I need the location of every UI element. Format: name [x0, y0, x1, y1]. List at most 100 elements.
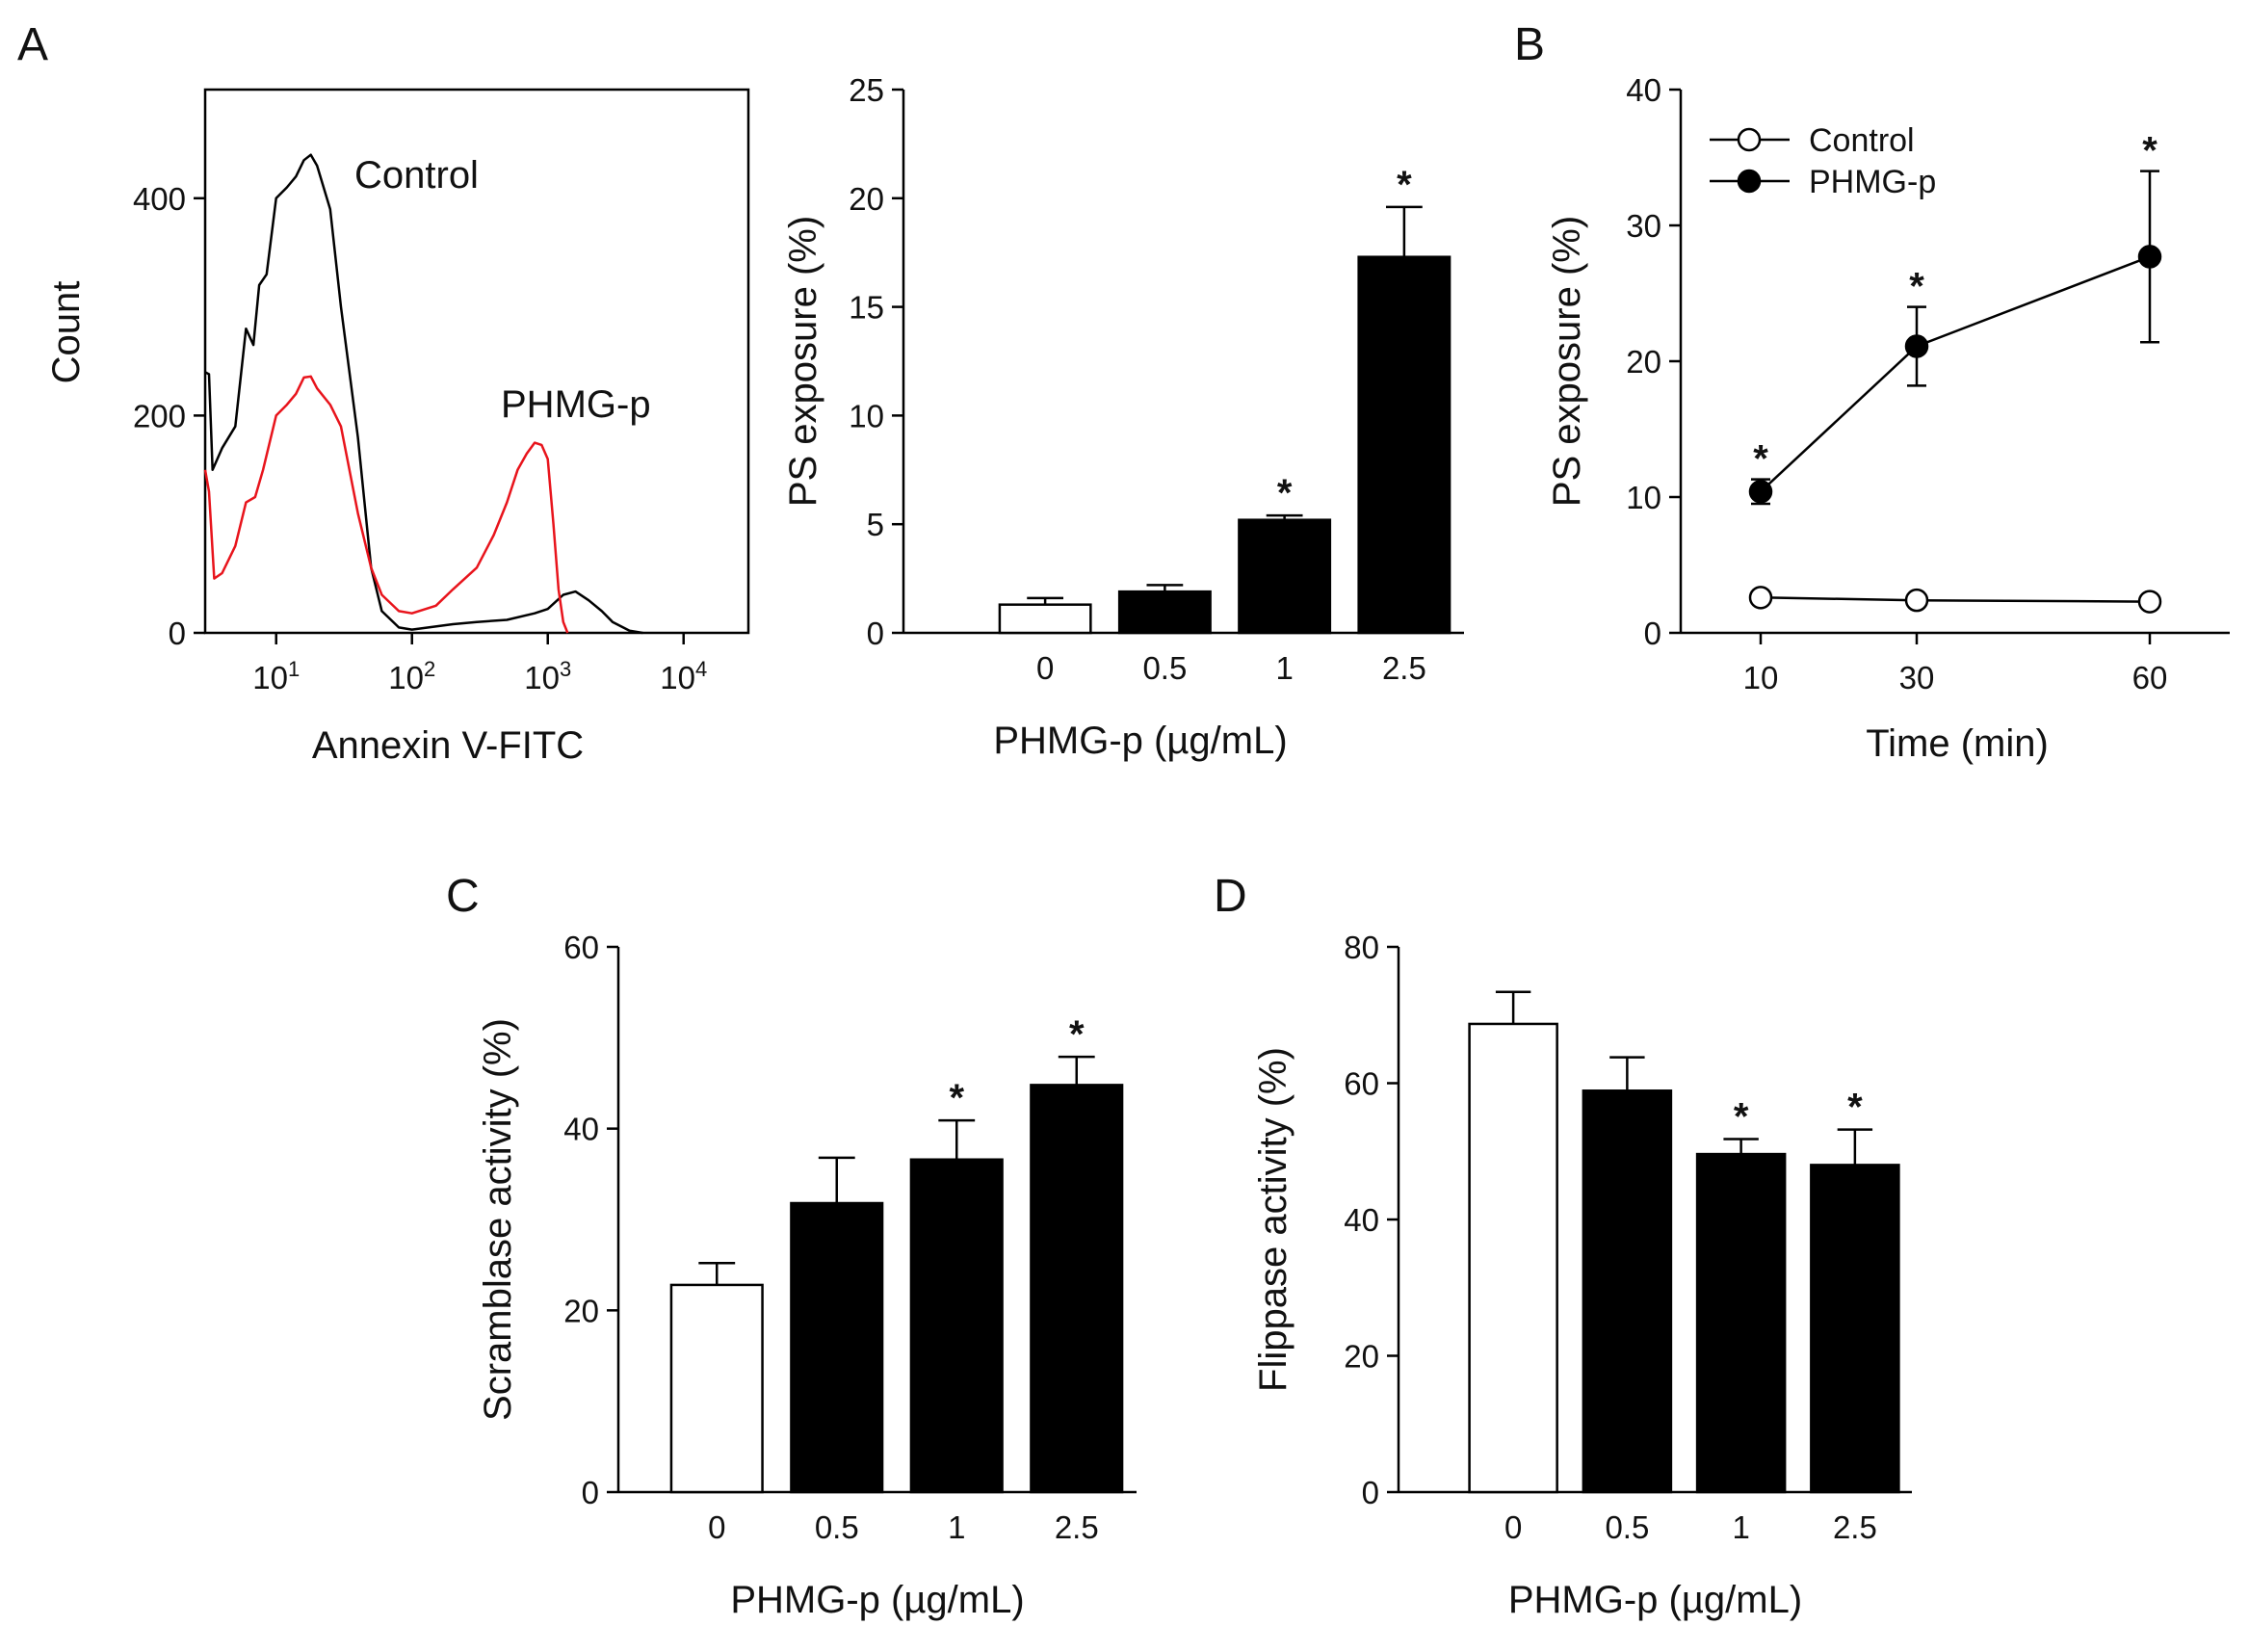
y-tick-label: 20 [1626, 344, 1661, 380]
x-tick-label: 1 [1732, 1509, 1749, 1545]
x-tick-label: 0.5 [1605, 1509, 1649, 1545]
x-tick-label: 0.5 [815, 1509, 859, 1545]
control-series-line [1760, 596, 2151, 603]
x-tick-label: 30 [1899, 660, 1935, 695]
x-tick-label: 0 [1036, 650, 1054, 686]
y-tick-label: 40 [1626, 72, 1661, 108]
bar [1030, 1084, 1124, 1494]
legend-label: PHMG-p [1809, 164, 1936, 200]
significance-marker: * [949, 1077, 964, 1119]
x-axis-title: PHMG-p (µg/mL) [1508, 1579, 1802, 1621]
x-tick-label: 103 [524, 657, 571, 695]
x-axis-title: Annexin V-FITC [312, 724, 584, 767]
control-label: Control [354, 154, 479, 197]
bar [1810, 1164, 1900, 1494]
legend-marker [1737, 169, 1762, 194]
y-tick-label: 400 [133, 181, 186, 217]
bar [1357, 255, 1451, 635]
flippase-bar-chart: 0 20 40 60 80 0 0.5 1 * 2.5 * PHMG-p (µg/mL) Flippas… [1252, 930, 1912, 1621]
bar [909, 1158, 1004, 1494]
y-tick-label: 25 [849, 72, 884, 108]
y-axis-title: Count [45, 281, 88, 384]
y-tick-label: 20 [563, 1293, 599, 1328]
bar [998, 603, 1092, 635]
panel-letter-b: B [1514, 19, 1545, 70]
x-axis-title: PHMG-p (µg/mL) [730, 1579, 1024, 1621]
y-axis-title: PS exposure (%) [1546, 216, 1588, 507]
bar [1695, 1152, 1787, 1494]
control-data-point [2137, 590, 2162, 614]
bar [1238, 518, 1332, 635]
phmg-data-point [1748, 480, 1773, 504]
control-data-point [1904, 588, 1929, 613]
x-tick-label: 0 [708, 1509, 725, 1545]
x-tick-label: 10 [1743, 660, 1779, 695]
y-tick-label: 60 [563, 930, 599, 965]
y-tick-label: 15 [849, 290, 884, 326]
y-tick-label: 0 [582, 1475, 599, 1510]
legend-marker [1737, 127, 1762, 152]
x-tick-label: 1 [1275, 650, 1293, 686]
panel-letter-d: D [1214, 871, 1247, 922]
x-axis-title: Time (min) [1866, 722, 2049, 765]
control-histogram-line [204, 153, 643, 635]
y-tick-label: 10 [1626, 480, 1661, 515]
y-tick-label: 0 [1644, 616, 1661, 651]
bar [790, 1201, 884, 1494]
x-axis-title: PHMG-p (µg/mL) [993, 720, 1287, 762]
x-tick-label: 1 [948, 1509, 965, 1545]
y-tick-label: 200 [133, 398, 186, 433]
y-axis-title: Scramblase activity (%) [477, 1018, 519, 1421]
x-tick-label: 2.5 [1382, 650, 1426, 686]
significance-marker: * [1734, 1096, 1749, 1139]
significance-marker: * [1909, 266, 1924, 308]
y-tick-label: 60 [1344, 1066, 1379, 1102]
bar [1582, 1089, 1673, 1494]
scramblase-bar-chart: 0 20 40 60 0 0.5 1 * 2.5 * PHMG-p (µg/mL) Scramblas… [477, 930, 1137, 1621]
y-tick-label: 80 [1344, 930, 1379, 965]
phmg-histogram-line [203, 375, 569, 634]
y-tick-label: 0 [169, 616, 186, 651]
y-tick-label: 20 [849, 181, 884, 217]
significance-marker: * [1753, 438, 1768, 481]
ps-exposure-time-chart: 0 10 20 30 40 10 30 60 * * * Control PHMG-p Time (min… [1546, 72, 2230, 765]
significance-marker: * [2142, 130, 2157, 172]
y-tick-label: 40 [1344, 1202, 1379, 1238]
y-tick-label: 30 [1626, 208, 1661, 244]
phmg-data-point [2137, 245, 2162, 269]
significance-marker: * [1397, 164, 1412, 206]
panel-letter-c: C [446, 871, 480, 922]
phmg-label: PHMG-p [501, 383, 651, 426]
x-tick-label: 2.5 [1055, 1509, 1099, 1545]
y-tick-label: 0 [867, 616, 884, 651]
bar [1468, 1022, 1558, 1494]
phmg-series-line [1760, 255, 2151, 493]
y-tick-label: 0 [1362, 1475, 1379, 1510]
x-tick-label: 101 [252, 657, 300, 695]
plot-frame [203, 88, 750, 635]
phmg-data-point [1904, 334, 1929, 358]
significance-marker: * [1069, 1013, 1085, 1056]
x-tick-label: 0.5 [1142, 650, 1187, 686]
x-tick-label: 104 [660, 657, 707, 695]
significance-marker: * [1277, 472, 1293, 514]
ps-exposure-bar-chart: 0 5 10 15 20 25 0 0.5 1 * 2.5 * PHMG-p (µg/mL) PS exp… [782, 72, 1464, 762]
panel-letter-a: A [17, 19, 48, 70]
bar [1117, 590, 1212, 635]
x-tick-label: 0 [1504, 1509, 1522, 1545]
annexin-histogram-chart: 0 200 400 101 102 103 104 Control PHMG-p Annexin … [45, 88, 750, 767]
y-axis-title: PS exposure (%) [782, 216, 824, 507]
x-tick-label: 60 [2132, 660, 2168, 695]
y-tick-label: 40 [563, 1112, 599, 1147]
y-tick-label: 10 [849, 398, 884, 433]
x-tick-label: 2.5 [1833, 1509, 1877, 1545]
y-tick-label: 5 [867, 507, 884, 542]
legend-label: Control [1809, 122, 1915, 159]
y-tick-label: 20 [1344, 1339, 1379, 1375]
significance-marker: * [1847, 1087, 1863, 1129]
bar [669, 1283, 764, 1494]
control-data-point [1748, 586, 1773, 610]
x-tick-label: 102 [388, 657, 435, 695]
y-axis-title: Flippase activity (%) [1252, 1047, 1294, 1392]
